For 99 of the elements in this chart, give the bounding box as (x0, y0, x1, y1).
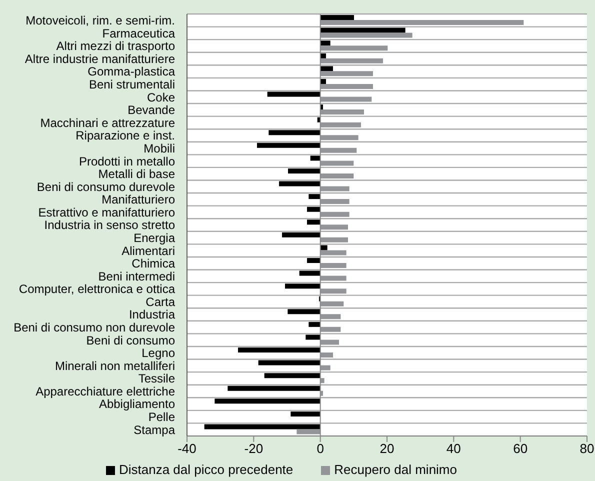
bar (299, 270, 320, 276)
y-tick-label: Beni di consumo (86, 333, 176, 348)
bar (320, 148, 357, 153)
bar (320, 186, 350, 192)
legend-label: Distanza dal picco precedente (118, 462, 294, 477)
bar (320, 199, 350, 204)
bar (258, 360, 320, 366)
bar (279, 181, 320, 186)
bar (320, 40, 330, 46)
y-tick-label: Gomma-plastica (88, 64, 176, 79)
bar (320, 340, 339, 345)
bar (204, 424, 320, 430)
y-tick-label: Estrattivo e manifatturiero (38, 205, 176, 220)
y-tick-label: Beni strumentali (88, 78, 175, 92)
bar (296, 429, 320, 434)
y-tick-label: Tessile (138, 372, 176, 386)
y-tick-label: Coke (146, 90, 176, 104)
bar (320, 28, 406, 33)
bar (320, 250, 346, 256)
bar (320, 84, 373, 89)
bar (306, 334, 320, 340)
bar (257, 142, 320, 148)
bar (307, 258, 320, 263)
bar (238, 348, 320, 353)
bar (268, 130, 320, 136)
bar (307, 220, 320, 225)
bar (307, 206, 320, 212)
y-tick-label: Alimentari (122, 244, 175, 258)
y-tick-label: Pelle (148, 410, 176, 424)
y-tick-label: Riparazione e inst. (76, 128, 175, 143)
bar (320, 20, 524, 26)
y-tick-label: Farmaceutica (102, 26, 176, 40)
y-tick-label: Motoveicoli, rim. e semi-rim. (26, 14, 175, 28)
bar (282, 232, 320, 238)
y-tick-label: Altre industrie manifatturiere (24, 52, 176, 66)
y-tick-label: Macchinari e attrezzature (40, 116, 176, 130)
x-tick-label: 60 (513, 441, 528, 456)
y-tick-label: Beni di consumo non durevole (14, 320, 176, 335)
x-tick-label: 20 (380, 441, 394, 456)
bar (288, 168, 320, 174)
y-tick-label: Stampa (134, 422, 176, 437)
bar (320, 276, 346, 281)
bar (320, 237, 348, 242)
bar (320, 352, 333, 358)
bar (310, 156, 320, 161)
y-tick-label: Metalli di base (98, 167, 176, 182)
x-tick-label: 40 (446, 441, 461, 456)
y-tick-label: Abbigliamento (98, 397, 176, 412)
bar (320, 212, 350, 217)
y-tick-label: Legno (142, 346, 176, 360)
bar (285, 284, 320, 289)
bar (320, 66, 333, 72)
y-tick-label: Industria in senso stretto (44, 218, 176, 232)
bar (320, 314, 341, 320)
bar (320, 173, 354, 178)
bar (320, 58, 383, 64)
bar (228, 386, 320, 391)
bar (320, 224, 348, 230)
y-tick-label: Bevande (128, 103, 176, 118)
bar (320, 160, 354, 166)
bar (308, 322, 320, 327)
y-tick-label: Altri mezzi di trasporto (56, 39, 176, 54)
bar (320, 96, 372, 102)
bar (320, 326, 341, 332)
bar (320, 110, 364, 115)
bar (320, 262, 346, 268)
y-tick-label: Manifatturiero (102, 192, 176, 207)
bar (290, 411, 320, 416)
y-tick-label: Minerali non metalliferi (54, 358, 175, 373)
y-tick-label: Industria (128, 308, 176, 322)
bar (320, 71, 373, 76)
bar (320, 301, 344, 306)
y-tick-label: Energia (134, 230, 176, 245)
legend-label: Recupero dal minimo (334, 462, 457, 477)
y-tick-label: Prodotti in metallo (78, 154, 176, 168)
y-tick-label: Beni di consumo durevole (36, 180, 176, 194)
x-tick-label: 80 (580, 441, 594, 456)
bar (320, 46, 388, 51)
bar (264, 373, 320, 378)
bar (320, 32, 412, 38)
bar (320, 135, 358, 140)
bar (320, 15, 354, 20)
bar (267, 92, 320, 97)
y-tick-label: Carta (146, 294, 176, 309)
y-tick-label: Mobili (144, 141, 175, 156)
x-tick-label: -20 (244, 441, 264, 456)
bar (320, 365, 330, 370)
bar (288, 309, 320, 314)
y-tick-label: Computer, elettronica e ottica (18, 282, 176, 296)
bar (320, 122, 361, 128)
bar (214, 398, 320, 404)
x-tick-label: -40 (178, 441, 196, 456)
x-tick-label: 0 (316, 441, 324, 456)
bar (308, 194, 320, 200)
y-tick-label: Chimica (132, 256, 176, 271)
bar (320, 288, 346, 294)
bar (320, 245, 328, 250)
y-tick-label: Beni intermedi (98, 269, 175, 284)
y-tick-label: Apparecchiature elettriche (36, 384, 176, 398)
